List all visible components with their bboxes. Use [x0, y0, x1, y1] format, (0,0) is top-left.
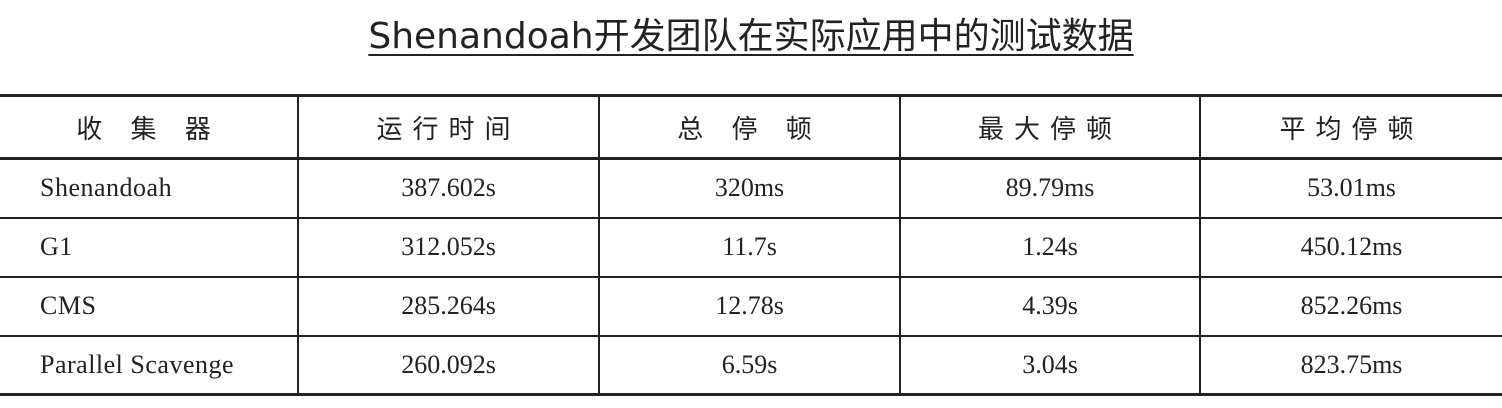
header-avg-pause: 平均停顿 — [1199, 94, 1502, 160]
cell-max-pause: 1.24s — [899, 217, 1200, 278]
cell-avg-pause: 823.75ms — [1199, 335, 1502, 396]
page-title-text: Shenandoah开发团队在实际应用中的测试数据 — [368, 16, 1134, 57]
cell-collector: CMS — [0, 276, 298, 337]
cell-max-pause: 4.39s — [899, 276, 1200, 337]
cell-max-pause: 3.04s — [899, 335, 1200, 396]
header-collector: 收 集 器 — [0, 94, 298, 160]
page-title: Shenandoah开发团队在实际应用中的测试数据 — [0, 14, 1502, 60]
header-total-pause: 总 停 顿 — [598, 94, 900, 160]
cell-total-pause: 320ms — [598, 158, 900, 219]
cell-run-time: 387.602s — [297, 158, 599, 219]
cell-collector: Shenandoah — [0, 158, 298, 219]
cell-total-pause: 12.78s — [598, 276, 900, 337]
cell-avg-pause: 450.12ms — [1199, 217, 1502, 278]
header-max-pause: 最大停顿 — [899, 94, 1200, 160]
cell-collector: Parallel Scavenge — [0, 335, 298, 396]
cell-avg-pause: 852.26ms — [1199, 276, 1502, 337]
cell-total-pause: 11.7s — [598, 217, 900, 278]
table-row: CMS 285.264s 12.78s 4.39s 852.26ms — [0, 276, 1502, 337]
cell-total-pause: 6.59s — [598, 335, 900, 396]
table-row: G1 312.052s 11.7s 1.24s 450.12ms — [0, 217, 1502, 278]
cell-run-time: 312.052s — [297, 217, 599, 278]
table-row: Parallel Scavenge 260.092s 6.59s 3.04s 8… — [0, 335, 1502, 396]
cell-run-time: 260.092s — [297, 335, 599, 396]
cell-avg-pause: 53.01ms — [1199, 158, 1502, 219]
cell-max-pause: 89.79ms — [899, 158, 1200, 219]
benchmark-table: 收 集 器 运行时间 总 停 顿 最大停顿 平均停顿 Shenandoah 38… — [0, 94, 1502, 396]
cell-run-time: 285.264s — [297, 276, 599, 337]
table-header-row: 收 集 器 运行时间 总 停 顿 最大停顿 平均停顿 — [0, 94, 1502, 160]
header-run-time: 运行时间 — [297, 94, 599, 160]
table-row: Shenandoah 387.602s 320ms 89.79ms 53.01m… — [0, 158, 1502, 219]
cell-collector: G1 — [0, 217, 298, 278]
